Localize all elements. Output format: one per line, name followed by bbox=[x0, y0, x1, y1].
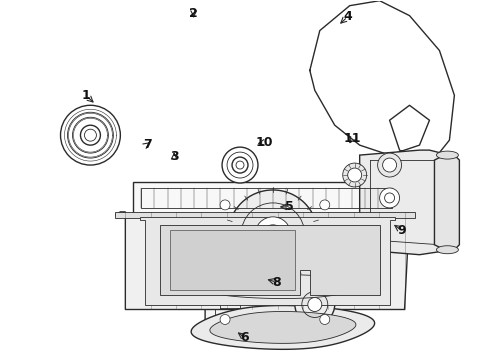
Circle shape bbox=[255, 217, 291, 253]
Circle shape bbox=[80, 125, 100, 145]
Polygon shape bbox=[140, 217, 394, 305]
Text: 7: 7 bbox=[143, 138, 151, 150]
Circle shape bbox=[228, 190, 318, 280]
Circle shape bbox=[295, 285, 335, 324]
Circle shape bbox=[378, 153, 401, 177]
Circle shape bbox=[380, 188, 399, 208]
Polygon shape bbox=[210, 311, 356, 343]
Circle shape bbox=[61, 105, 121, 165]
Polygon shape bbox=[435, 155, 460, 250]
Text: 9: 9 bbox=[397, 224, 406, 237]
Text: 10: 10 bbox=[256, 136, 273, 149]
Text: 6: 6 bbox=[241, 331, 249, 344]
Text: 4: 4 bbox=[343, 10, 352, 23]
Circle shape bbox=[222, 147, 258, 183]
Text: 2: 2 bbox=[189, 7, 198, 20]
Circle shape bbox=[343, 163, 367, 187]
Text: 11: 11 bbox=[344, 132, 361, 145]
Circle shape bbox=[383, 158, 396, 172]
Polygon shape bbox=[360, 150, 449, 255]
Circle shape bbox=[308, 298, 322, 311]
Polygon shape bbox=[205, 185, 345, 339]
Polygon shape bbox=[170, 230, 295, 289]
Circle shape bbox=[348, 168, 362, 182]
Polygon shape bbox=[115, 212, 415, 218]
Polygon shape bbox=[160, 225, 380, 294]
Polygon shape bbox=[115, 212, 415, 310]
Circle shape bbox=[320, 315, 330, 324]
Polygon shape bbox=[187, 269, 379, 305]
Text: 1: 1 bbox=[82, 89, 91, 102]
Text: 3: 3 bbox=[170, 150, 178, 163]
Circle shape bbox=[220, 315, 230, 324]
Ellipse shape bbox=[437, 246, 458, 254]
Text: 5: 5 bbox=[285, 201, 294, 213]
Polygon shape bbox=[191, 306, 375, 349]
Polygon shape bbox=[133, 182, 399, 215]
Ellipse shape bbox=[437, 151, 458, 159]
Circle shape bbox=[320, 200, 330, 210]
Text: 8: 8 bbox=[272, 276, 281, 289]
Circle shape bbox=[220, 200, 230, 210]
Circle shape bbox=[232, 157, 248, 173]
